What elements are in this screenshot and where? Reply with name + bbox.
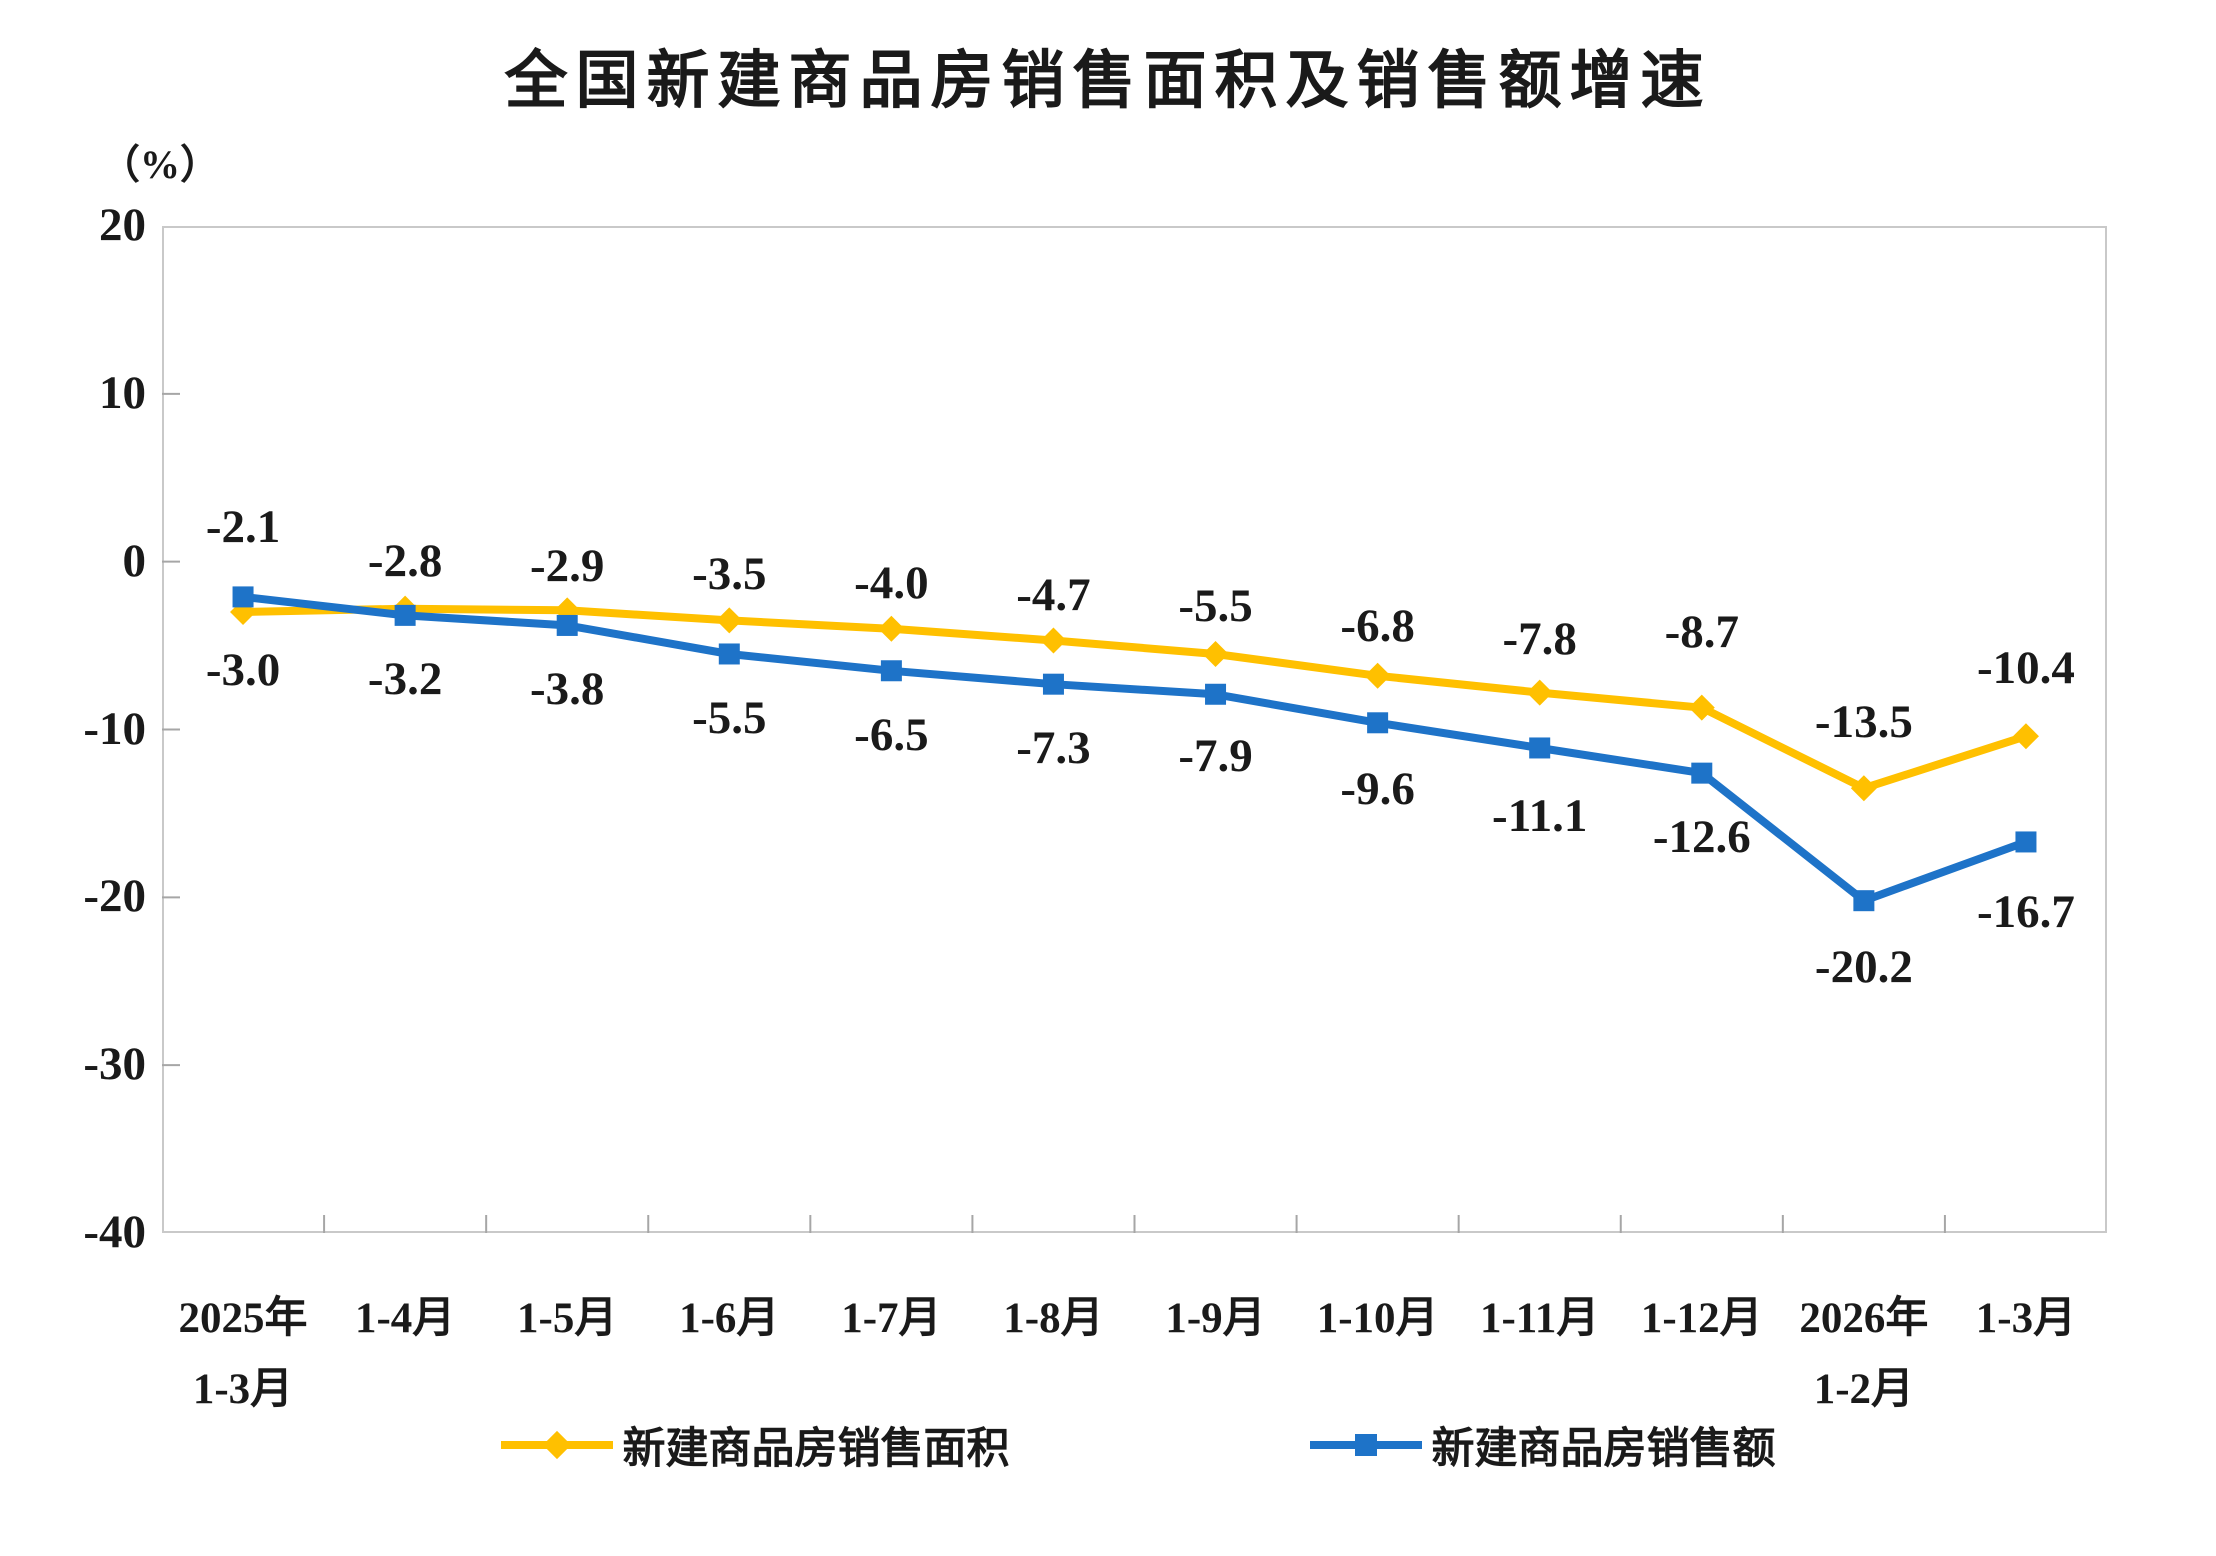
legend-item-1: 新建商品房销售额 xyxy=(1309,1414,1776,1476)
data-point-marker-diamond xyxy=(1688,694,1715,721)
data-point-marker-diamond xyxy=(878,615,905,642)
legend-square-icon xyxy=(1354,1434,1377,1456)
x-axis-category-label: 1-6月 xyxy=(609,1283,849,1354)
data-point-label: -7.8 xyxy=(1502,612,1577,665)
data-point-label: -2.1 xyxy=(205,500,281,553)
data-point-label: -10.4 xyxy=(1977,642,2075,695)
x-axis-label-line: 1-3月 xyxy=(1975,1295,2077,1342)
data-point-marker-square xyxy=(556,614,578,636)
chart-title: 全国新建商品房销售面积及销售额增速 xyxy=(504,46,1712,116)
data-point-label: -4.7 xyxy=(1016,568,1091,621)
data-point-marker-diamond xyxy=(2012,723,2039,750)
x-axis-label-line: 1-9月 xyxy=(1165,1295,1266,1342)
y-axis-tick-label: 0 xyxy=(122,534,147,587)
legend-label: 新建商品房销售额 xyxy=(1431,1426,1776,1473)
data-point-label: -13.5 xyxy=(1814,696,1913,749)
x-axis-label-line: 1-11月 xyxy=(1479,1295,1600,1342)
x-axis-label-line: 1-10月 xyxy=(1316,1295,1439,1342)
data-point-marker-diamond xyxy=(1202,640,1229,667)
x-axis-label-line: 2026年 xyxy=(1799,1295,1929,1342)
x-axis-label-line: 1-4月 xyxy=(354,1295,456,1342)
data-point-label: -11.1 xyxy=(1492,789,1588,842)
series-line-1 xyxy=(239,592,2030,905)
x-axis-label-line: 1-6月 xyxy=(679,1295,780,1342)
data-point-label: -12.6 xyxy=(1652,811,1751,864)
x-axis-category-label: 2026年 1-2月 xyxy=(1744,1283,1984,1425)
data-point-marker-square xyxy=(1367,712,1389,734)
legend-item-0: 新建商品房销售面积 xyxy=(500,1414,1010,1476)
data-point-marker-square xyxy=(1529,737,1551,759)
data-point-marker-square xyxy=(232,586,254,608)
x-axis-label-line: 1-5月 xyxy=(517,1295,618,1342)
data-point-marker-square xyxy=(880,660,902,682)
data-point-label: -3.0 xyxy=(205,644,281,697)
data-point-label: -5.5 xyxy=(692,691,767,744)
legend-line-sample xyxy=(1309,1434,1422,1456)
y-axis-unit-label: （%） xyxy=(100,142,220,187)
y-axis-tick-label: -30 xyxy=(83,1038,146,1091)
data-point-label: -3.8 xyxy=(530,663,605,716)
data-point-label: -20.2 xyxy=(1814,940,1913,993)
data-point-marker-diamond xyxy=(1364,662,1391,689)
data-point-marker-square xyxy=(1205,683,1227,705)
y-axis-tick-label: -10 xyxy=(83,702,146,755)
data-point-marker-diamond xyxy=(1040,627,1067,654)
x-axis-label-line: 1-8月 xyxy=(1003,1295,1104,1342)
data-point-marker-square xyxy=(1042,673,1064,695)
x-axis-label-line: 1-7月 xyxy=(841,1295,942,1342)
x-axis-label-line: 1-12月 xyxy=(1640,1295,1763,1342)
data-point-label: -6.8 xyxy=(1340,599,1415,652)
y-axis-tick-label: 20 xyxy=(99,199,146,251)
data-point-label: -2.9 xyxy=(530,540,605,593)
x-axis-category-label: 1-10月 xyxy=(1258,1283,1498,1354)
data-point-label: -7.3 xyxy=(1016,722,1091,775)
data-point-marker-diamond xyxy=(716,607,743,634)
x-axis-category-label: 1-9月 xyxy=(1096,1283,1336,1354)
series-line-0 xyxy=(239,604,2030,793)
data-point-marker-square xyxy=(1853,890,1875,912)
data-point-label: -2.8 xyxy=(367,534,443,587)
data-point-label: -4.0 xyxy=(854,556,929,609)
data-point-label: -5.5 xyxy=(1178,579,1253,632)
x-axis-category-label: 1-3月 xyxy=(1906,1283,2146,1354)
data-point-marker-square xyxy=(718,643,740,665)
y-axis-tick-label: -20 xyxy=(83,870,146,923)
data-point-label: -7.9 xyxy=(1178,730,1253,783)
legend: 新建商品房销售面积 新建商品房销售额 xyxy=(30,1410,2216,1480)
x-axis-category-label: 1-4月 xyxy=(285,1283,525,1354)
legend-diamond-icon xyxy=(542,1430,571,1460)
data-point-label: -16.7 xyxy=(1977,885,2075,938)
x-axis-label-line: 1-3月 xyxy=(192,1366,294,1413)
x-axis-category-label: 1-7月 xyxy=(771,1283,1011,1354)
x-axis-label-line: 1-2月 xyxy=(1813,1366,1915,1413)
x-axis-category-label: 2025年 1-3月 xyxy=(123,1283,363,1425)
y-axis-tick-label: 10 xyxy=(99,366,146,419)
data-point-label: -3.2 xyxy=(367,653,443,706)
data-point-label: -9.6 xyxy=(1340,762,1415,815)
data-point-label: -8.7 xyxy=(1664,605,1739,658)
data-point-marker-diamond xyxy=(1526,679,1553,706)
legend-label: 新建商品房销售面积 xyxy=(622,1426,1010,1473)
x-axis-category-label: 1-11月 xyxy=(1420,1283,1660,1354)
plot-area xyxy=(162,226,2107,1233)
x-axis-label-line: 2025年 xyxy=(178,1295,308,1342)
data-point-marker-square xyxy=(1691,762,1713,784)
data-point-marker-square xyxy=(2015,831,2037,853)
data-point-label: -3.5 xyxy=(692,548,767,601)
x-axis-category-label: 1-12月 xyxy=(1582,1283,1822,1354)
x-axis-category-label: 1-8月 xyxy=(933,1283,1173,1354)
data-point-marker-square xyxy=(394,604,416,626)
x-axis-category-label: 1-5月 xyxy=(447,1283,687,1354)
data-point-label: -6.5 xyxy=(854,708,929,761)
data-point-marker-diamond xyxy=(1850,775,1877,802)
y-axis-tick-label: -40 xyxy=(83,1206,146,1258)
legend-line-sample xyxy=(500,1430,613,1460)
